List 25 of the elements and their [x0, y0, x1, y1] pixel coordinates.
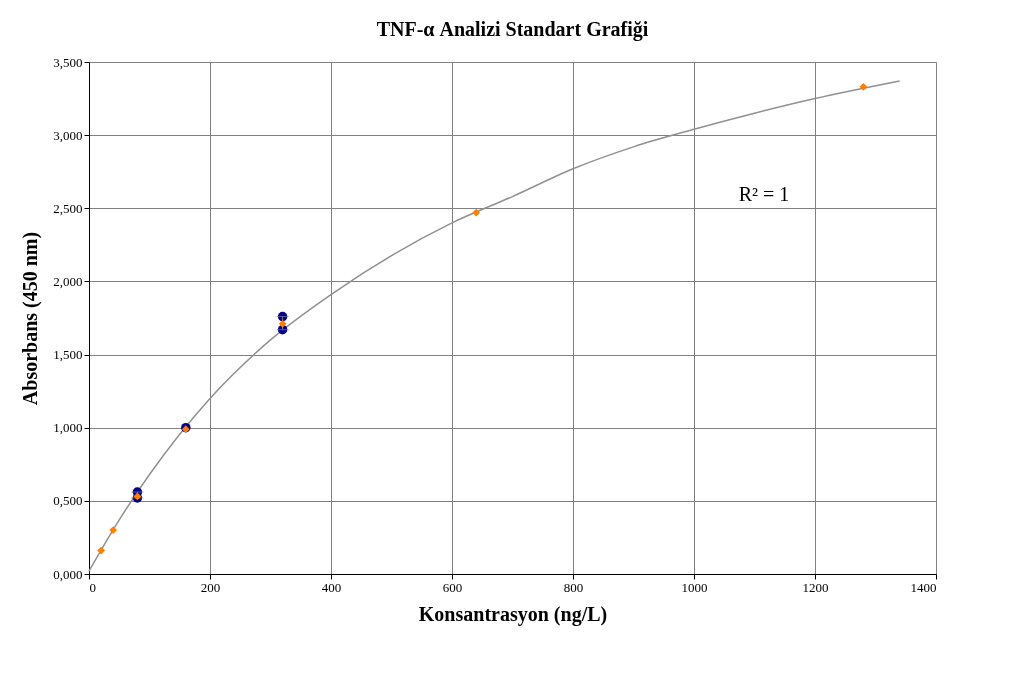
y-tick-label: 2,500	[53, 200, 83, 216]
point	[97, 546, 105, 555]
y-tick-label: 3,000	[53, 127, 83, 143]
point	[472, 208, 481, 217]
x-tick-label: 200	[200, 579, 221, 595]
x-tick-label: 600	[442, 579, 463, 595]
y-tick-label: 1,500	[53, 347, 83, 363]
x-tick-label: 800	[563, 579, 584, 595]
y-axis-title: Absorbans (450 nm)	[19, 231, 43, 406]
point	[859, 83, 868, 91]
x-axis-title: Konsantrasyon (ng/L)	[418, 602, 608, 626]
x-tick-label: 1400	[910, 579, 937, 595]
x-tick-label: 1000	[681, 579, 708, 595]
x-tick-label: 400	[321, 579, 342, 595]
y-tick-label: 0,500	[53, 493, 83, 509]
point	[109, 526, 118, 534]
y-tick-label: 3,500	[53, 54, 83, 70]
y-tick-label: 0,000	[53, 566, 83, 582]
x-tick-label: 0	[89, 579, 96, 595]
x-tick-label: 1200	[802, 579, 829, 595]
line-series	[88, 80, 901, 572]
annotation: R² = 1	[738, 183, 790, 205]
y-tick-label: 2,000	[53, 273, 83, 289]
chart-title: TNF-α Analizi Standart Grafiği	[376, 18, 649, 41]
y-tick-label: 1,000	[53, 420, 83, 436]
